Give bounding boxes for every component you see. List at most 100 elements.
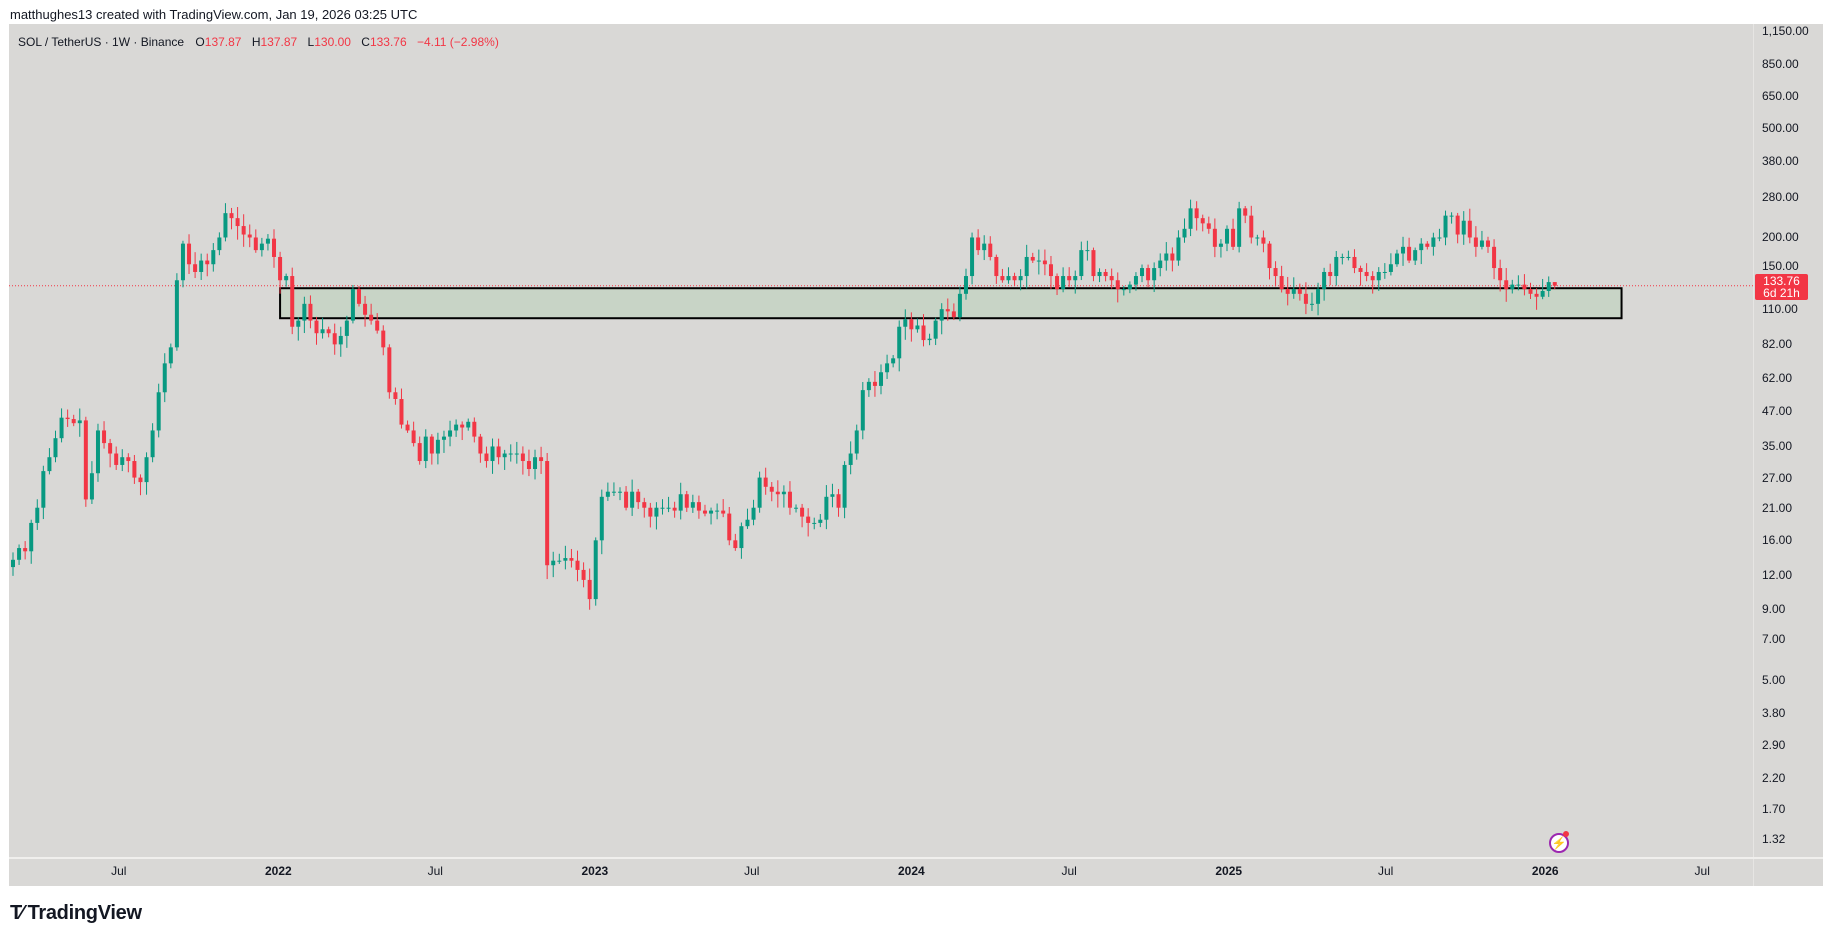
candle (1364, 263, 1369, 282)
candle (429, 434, 434, 465)
candle-body (11, 559, 15, 568)
candle-body (1067, 276, 1072, 281)
candle (1267, 241, 1272, 280)
candle-body (660, 507, 665, 509)
candle-body (65, 417, 70, 420)
candle (193, 252, 198, 279)
candle (1170, 247, 1175, 272)
candle-body (1146, 268, 1151, 281)
candle-body (217, 237, 222, 251)
candle-body (945, 309, 950, 312)
candle-body (1534, 293, 1539, 297)
candle-body (666, 507, 671, 509)
candle-body (290, 276, 295, 327)
candle-body (308, 303, 313, 321)
candle-body (569, 558, 574, 561)
candle-body (1152, 268, 1157, 281)
tradingview-logo-icon: T⁄ (10, 902, 23, 924)
support-zone-rectangle (279, 287, 1623, 320)
candle (448, 420, 453, 447)
candle (399, 388, 404, 429)
candle (690, 494, 695, 513)
candle-body (472, 421, 477, 437)
candle (1176, 230, 1181, 266)
lightning-icon[interactable]: ⚡ (1549, 833, 1569, 853)
price-axis-divider (1753, 24, 1754, 886)
tradingview-logo[interactable]: T⁄ TradingView (10, 902, 142, 925)
candle-body (684, 494, 689, 508)
last-price-value: 133.76 (1763, 274, 1800, 288)
candle-body (338, 335, 343, 345)
candle-body (903, 319, 908, 327)
low-label: L (307, 35, 315, 49)
candle-body (1006, 276, 1011, 281)
chart-panel[interactable] (9, 24, 1823, 886)
close-value: 133.76 (369, 35, 407, 49)
candle-body (1024, 256, 1029, 277)
candle (1328, 263, 1333, 286)
candle-body (636, 491, 641, 503)
candle-body (763, 477, 768, 487)
price-tick-label: 1,150.00 (1762, 24, 1809, 38)
candle-body (1182, 228, 1187, 238)
candle (775, 480, 780, 508)
candle (356, 285, 361, 307)
candle (885, 354, 890, 379)
candle-body (624, 491, 629, 508)
candle-body (405, 424, 410, 431)
candle-body (848, 453, 853, 465)
candle (794, 504, 799, 513)
candle-body (502, 453, 507, 458)
candle-body (1243, 208, 1248, 216)
candle-body (1498, 268, 1503, 281)
candle (1322, 267, 1327, 301)
candle (23, 541, 28, 560)
candle (174, 273, 179, 351)
candle (102, 421, 107, 449)
candle (1103, 269, 1108, 282)
open-value: 137.87 (204, 35, 242, 49)
candle (739, 522, 744, 559)
price-tick-label: 21.00 (1762, 500, 1793, 515)
candle (872, 371, 877, 397)
candle (830, 483, 835, 508)
candle (1079, 241, 1084, 281)
candle-body (1079, 250, 1084, 277)
candle (350, 284, 355, 324)
candle-body (575, 560, 580, 570)
candle (83, 416, 88, 507)
candle-body (1042, 260, 1047, 265)
candle (326, 326, 331, 338)
candle (1140, 264, 1145, 283)
candle (1255, 234, 1260, 246)
candle (490, 438, 495, 474)
candle (581, 562, 586, 588)
candle-body (872, 381, 877, 386)
candle (951, 303, 956, 321)
candle (1273, 261, 1278, 287)
candle-body (356, 289, 361, 304)
symbol-title[interactable]: SOL / TetherUS · 1W · Binance (18, 35, 185, 49)
candle (1546, 276, 1551, 297)
candle (284, 273, 289, 287)
candle (223, 203, 228, 242)
candle-body (1552, 282, 1557, 286)
candle (162, 353, 167, 403)
low-value: 130.00 (314, 35, 351, 49)
candle-body (618, 491, 622, 493)
candle (684, 490, 689, 512)
candle (1158, 253, 1163, 277)
candle (508, 444, 513, 462)
candle-body (539, 457, 544, 462)
candle (1042, 249, 1047, 276)
tradingview-logo-text: TradingView (27, 902, 142, 924)
candle (721, 499, 726, 518)
candle (338, 326, 343, 357)
candle-body (223, 213, 228, 238)
candle (1291, 277, 1296, 299)
candle-body (1055, 276, 1060, 290)
price-tick-label: 1.70 (1762, 802, 1786, 817)
candle (1552, 282, 1557, 290)
candle-body (387, 347, 392, 393)
candle-body (781, 491, 786, 495)
